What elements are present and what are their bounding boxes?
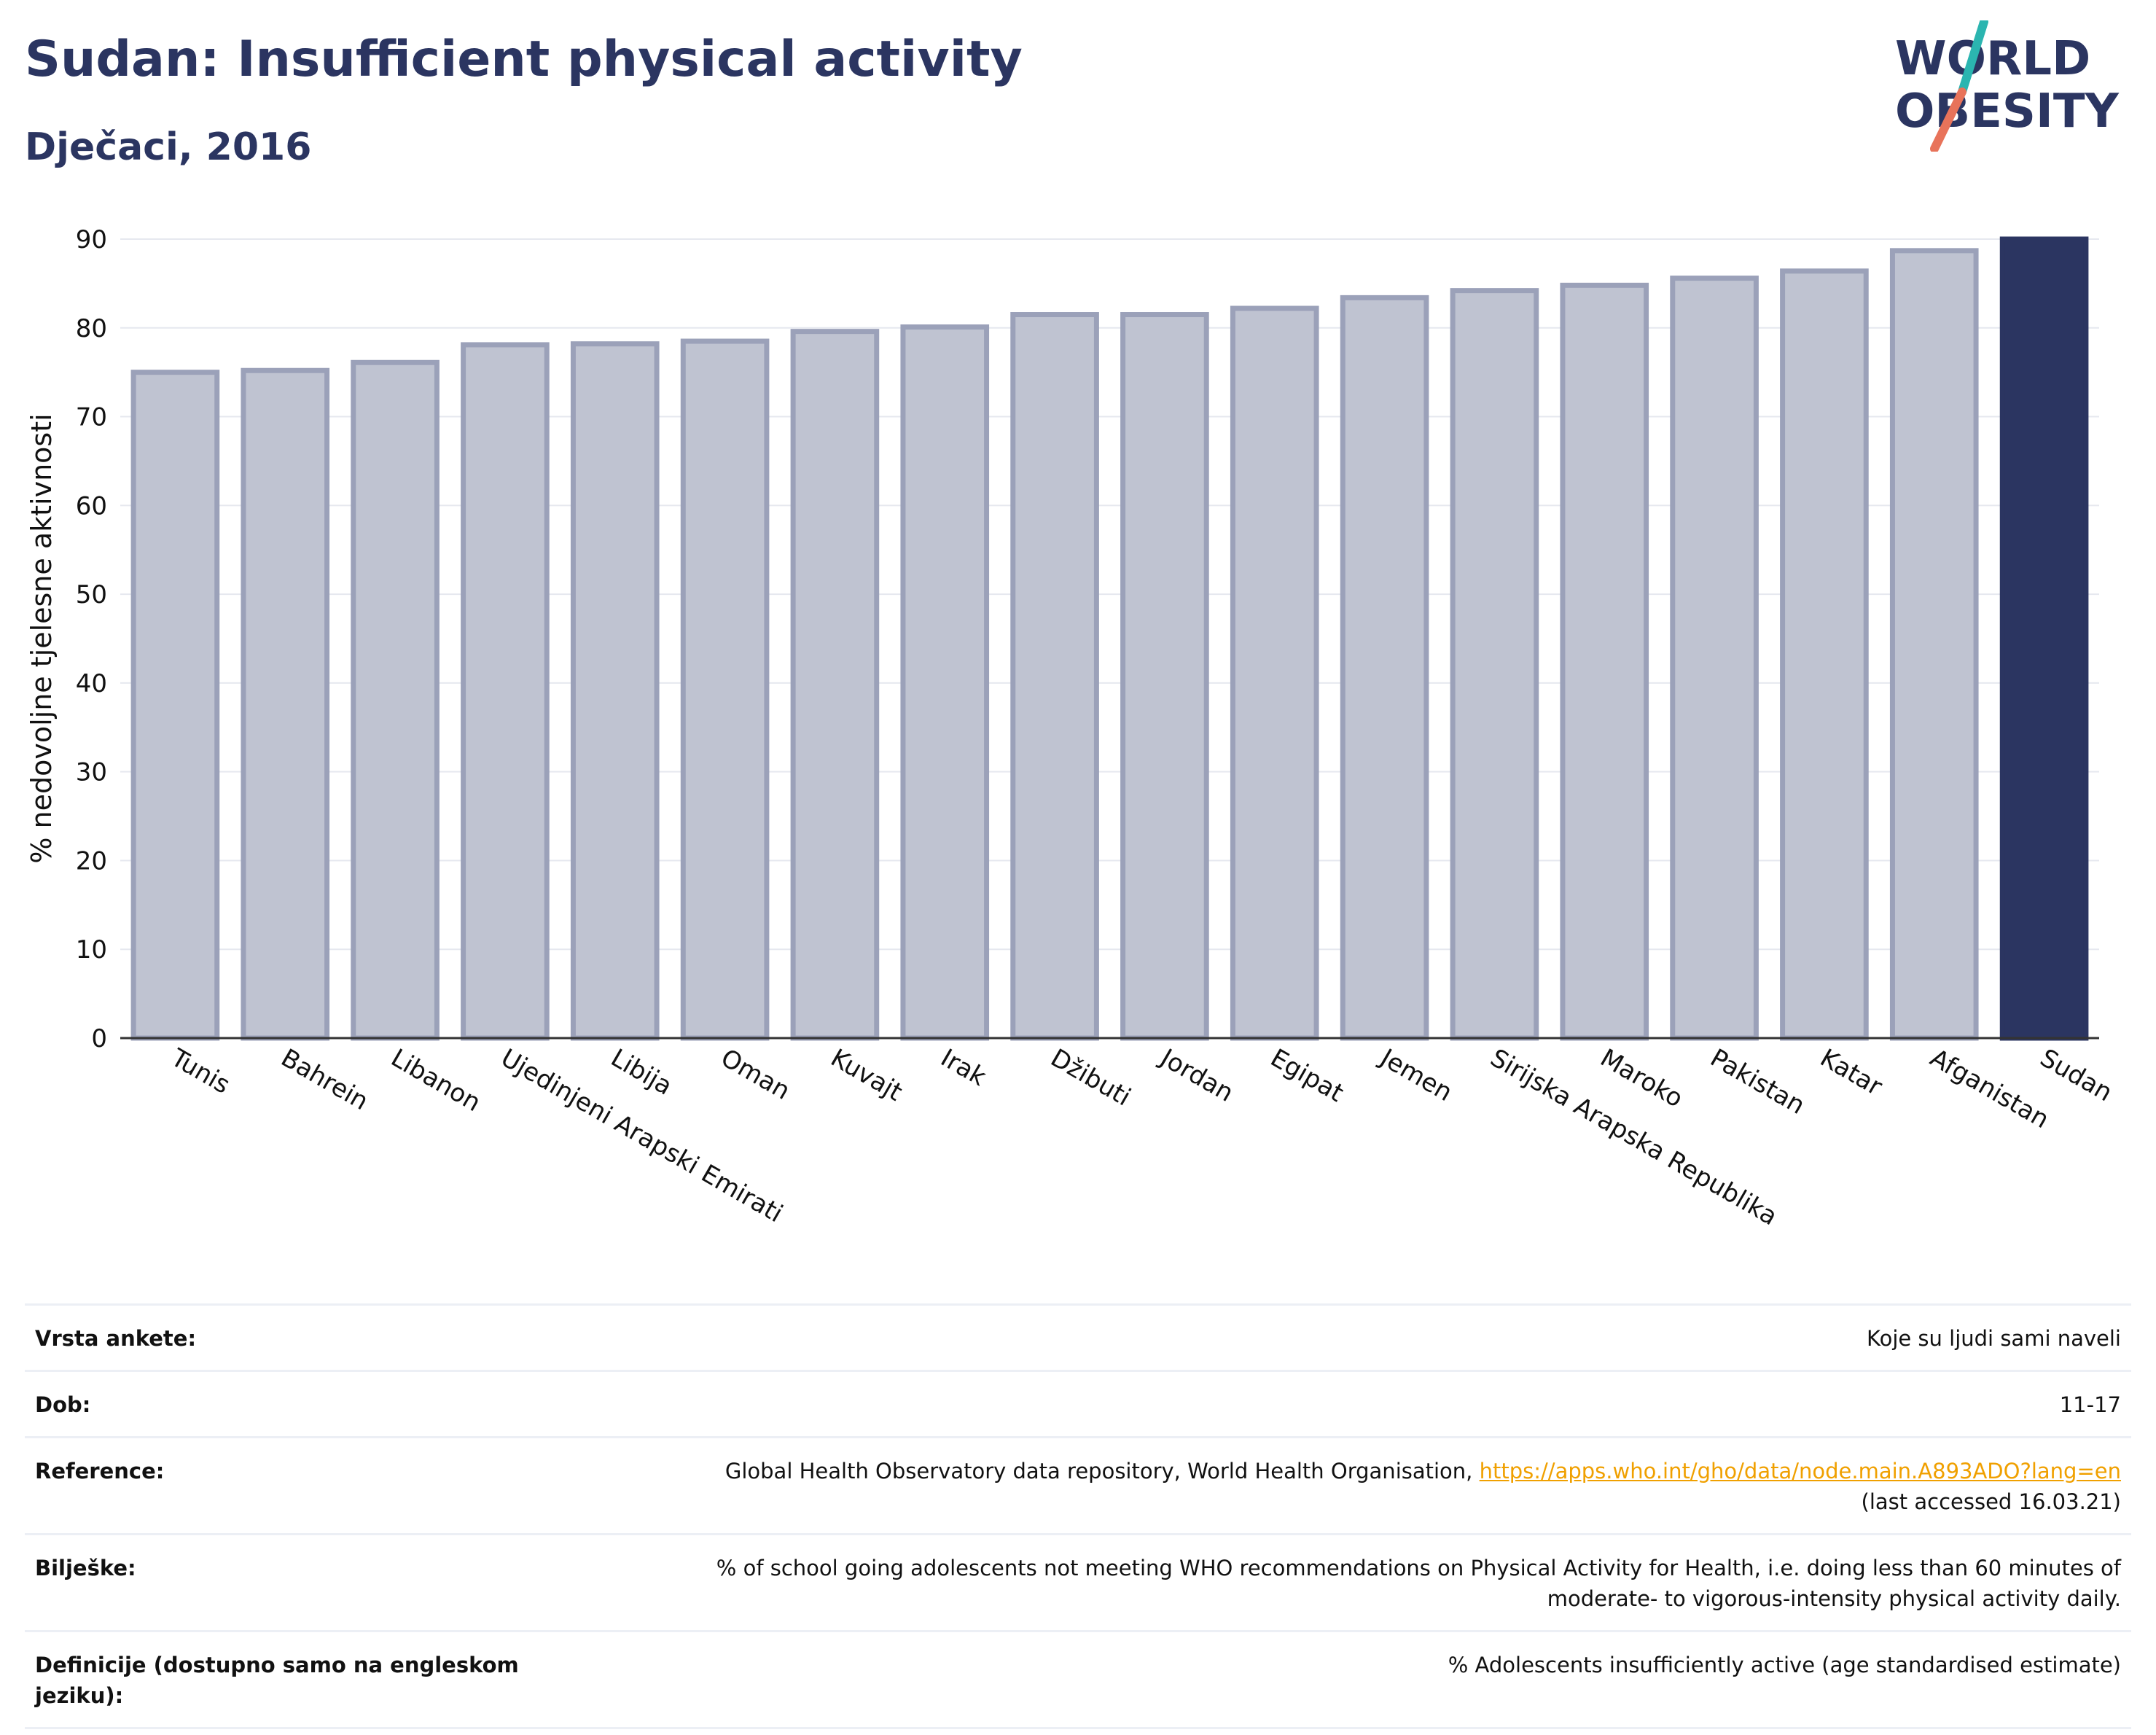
bar-tunis: [130, 370, 220, 1041]
bar-sudan: [1999, 236, 2089, 1041]
info-value: Global Health Observatory data repositor…: [725, 1456, 2121, 1517]
x-tick-label: Tunis: [165, 1043, 235, 1100]
y-axis-title: % nedovoljne tjelesne aktivnosti: [26, 413, 58, 863]
x-tick-label: Džibuti: [1046, 1043, 1136, 1112]
bar-sirijska-arapska-republika: [1450, 288, 1539, 1041]
info-row-age: Dob: 11-17: [25, 1372, 2131, 1438]
chart-title: Sudan: Insufficient physical activity: [25, 31, 1023, 88]
info-value: % of school going adolescents not meetin…: [716, 1556, 2121, 1611]
reference-text: Global Health Observatory data repositor…: [724, 1459, 1473, 1483]
bar-jordan: [1120, 312, 1209, 1041]
info-label: Dob:: [35, 1392, 91, 1417]
x-tick-label: Afganistan: [1925, 1043, 2054, 1134]
y-tick-label: 60: [76, 491, 107, 520]
info-value: % Adolescents insufficiently active (age…: [1448, 1653, 2121, 1677]
info-label: Reference:: [35, 1459, 165, 1483]
y-tick-label: 10: [76, 935, 107, 964]
x-axis-ticks: Tunis Bahrein Libanon Ujedinjeni Arapski Em…: [165, 1042, 2117, 1231]
info-row-reference: Reference: Global Health Observatory dat…: [25, 1438, 2131, 1535]
bar-libanon: [351, 359, 440, 1041]
x-tick-label: Bahrein: [276, 1043, 373, 1116]
bar-oman: [680, 338, 770, 1041]
bar-pakistan: [1670, 276, 1759, 1041]
reference-accessed: (last accessed 16.03.21): [1861, 1489, 2121, 1514]
bar-libija: [570, 341, 660, 1041]
x-tick-label: Libija: [606, 1043, 677, 1101]
x-tick-label: Egipat: [1265, 1043, 1348, 1108]
bar-irak: [900, 324, 990, 1041]
bar-maroko: [1560, 282, 1649, 1041]
x-tick-label: Katar: [1815, 1043, 1887, 1102]
y-tick-label: 80: [76, 314, 107, 343]
y-tick-label: 40: [76, 669, 107, 698]
bar-džibuti: [1010, 312, 1099, 1041]
info-value: Koje su ljudi sami naveli: [1867, 1326, 2121, 1351]
logo-slash-bottom: [1930, 87, 1966, 152]
bar-jemen: [1340, 295, 1429, 1041]
chart-subtitle: Dječaci, 2016: [25, 125, 312, 169]
logo-slash-top: [1958, 20, 1988, 96]
bar-katar: [1780, 268, 1869, 1041]
bar-ujedinjeni-arapski-emirati: [461, 342, 550, 1041]
info-table: Vrsta ankete: Koje su ljudi sami naveli …: [25, 1303, 2131, 1729]
y-tick-label: 70: [76, 403, 107, 432]
info-value: 11-17: [2059, 1392, 2121, 1417]
logo-line-2: OBESITY: [1895, 85, 2119, 139]
x-tick-label: Libanon: [386, 1043, 486, 1118]
x-tick-label: Jemen: [1374, 1042, 1457, 1107]
x-tick-label: Jordan: [1155, 1042, 1238, 1108]
x-tick-label: Maroko: [1595, 1043, 1688, 1113]
y-tick-label: 90: [76, 225, 107, 254]
world-obesity-logo: WORLD OBESITY: [1895, 20, 2119, 152]
x-tick-label: Kuvajt: [826, 1043, 907, 1107]
info-row-survey-type: Vrsta ankete: Koje su ljudi sami naveli: [25, 1306, 2131, 1372]
bar-egipat: [1230, 305, 1319, 1041]
info-label: Definicije (dostupno samo na engleskom j…: [35, 1653, 519, 1708]
bar-bahrein: [241, 367, 330, 1041]
y-tick-label: 20: [76, 846, 107, 876]
y-tick-label: 0: [91, 1024, 107, 1053]
x-tick-label: Sudan: [2035, 1043, 2117, 1107]
bar-kuvajt: [790, 329, 880, 1041]
reference-link[interactable]: https://apps.who.int/gho/data/node.main.…: [1479, 1459, 2121, 1483]
x-tick-label: Irak: [936, 1043, 991, 1092]
logo-line-1: WORLD: [1895, 32, 2090, 86]
info-row-definitions: Definicije (dostupno samo na engleskom j…: [25, 1632, 2131, 1729]
bars: [130, 236, 2089, 1041]
x-tick-label: Pakistan: [1706, 1043, 1810, 1120]
y-tick-label: 50: [76, 580, 107, 609]
info-row-notes: Bilješke: % of school going adolescents …: [25, 1535, 2131, 1632]
bar-afganistan: [1889, 248, 1979, 1041]
info-label: Vrsta ankete:: [35, 1326, 197, 1351]
info-label: Bilješke:: [35, 1556, 136, 1580]
y-axis-ticks: 0 10 20 30 40 50 60 70 80 90: [76, 225, 107, 1053]
x-tick-label: Oman: [716, 1043, 795, 1106]
y-tick-label: 30: [76, 758, 107, 787]
